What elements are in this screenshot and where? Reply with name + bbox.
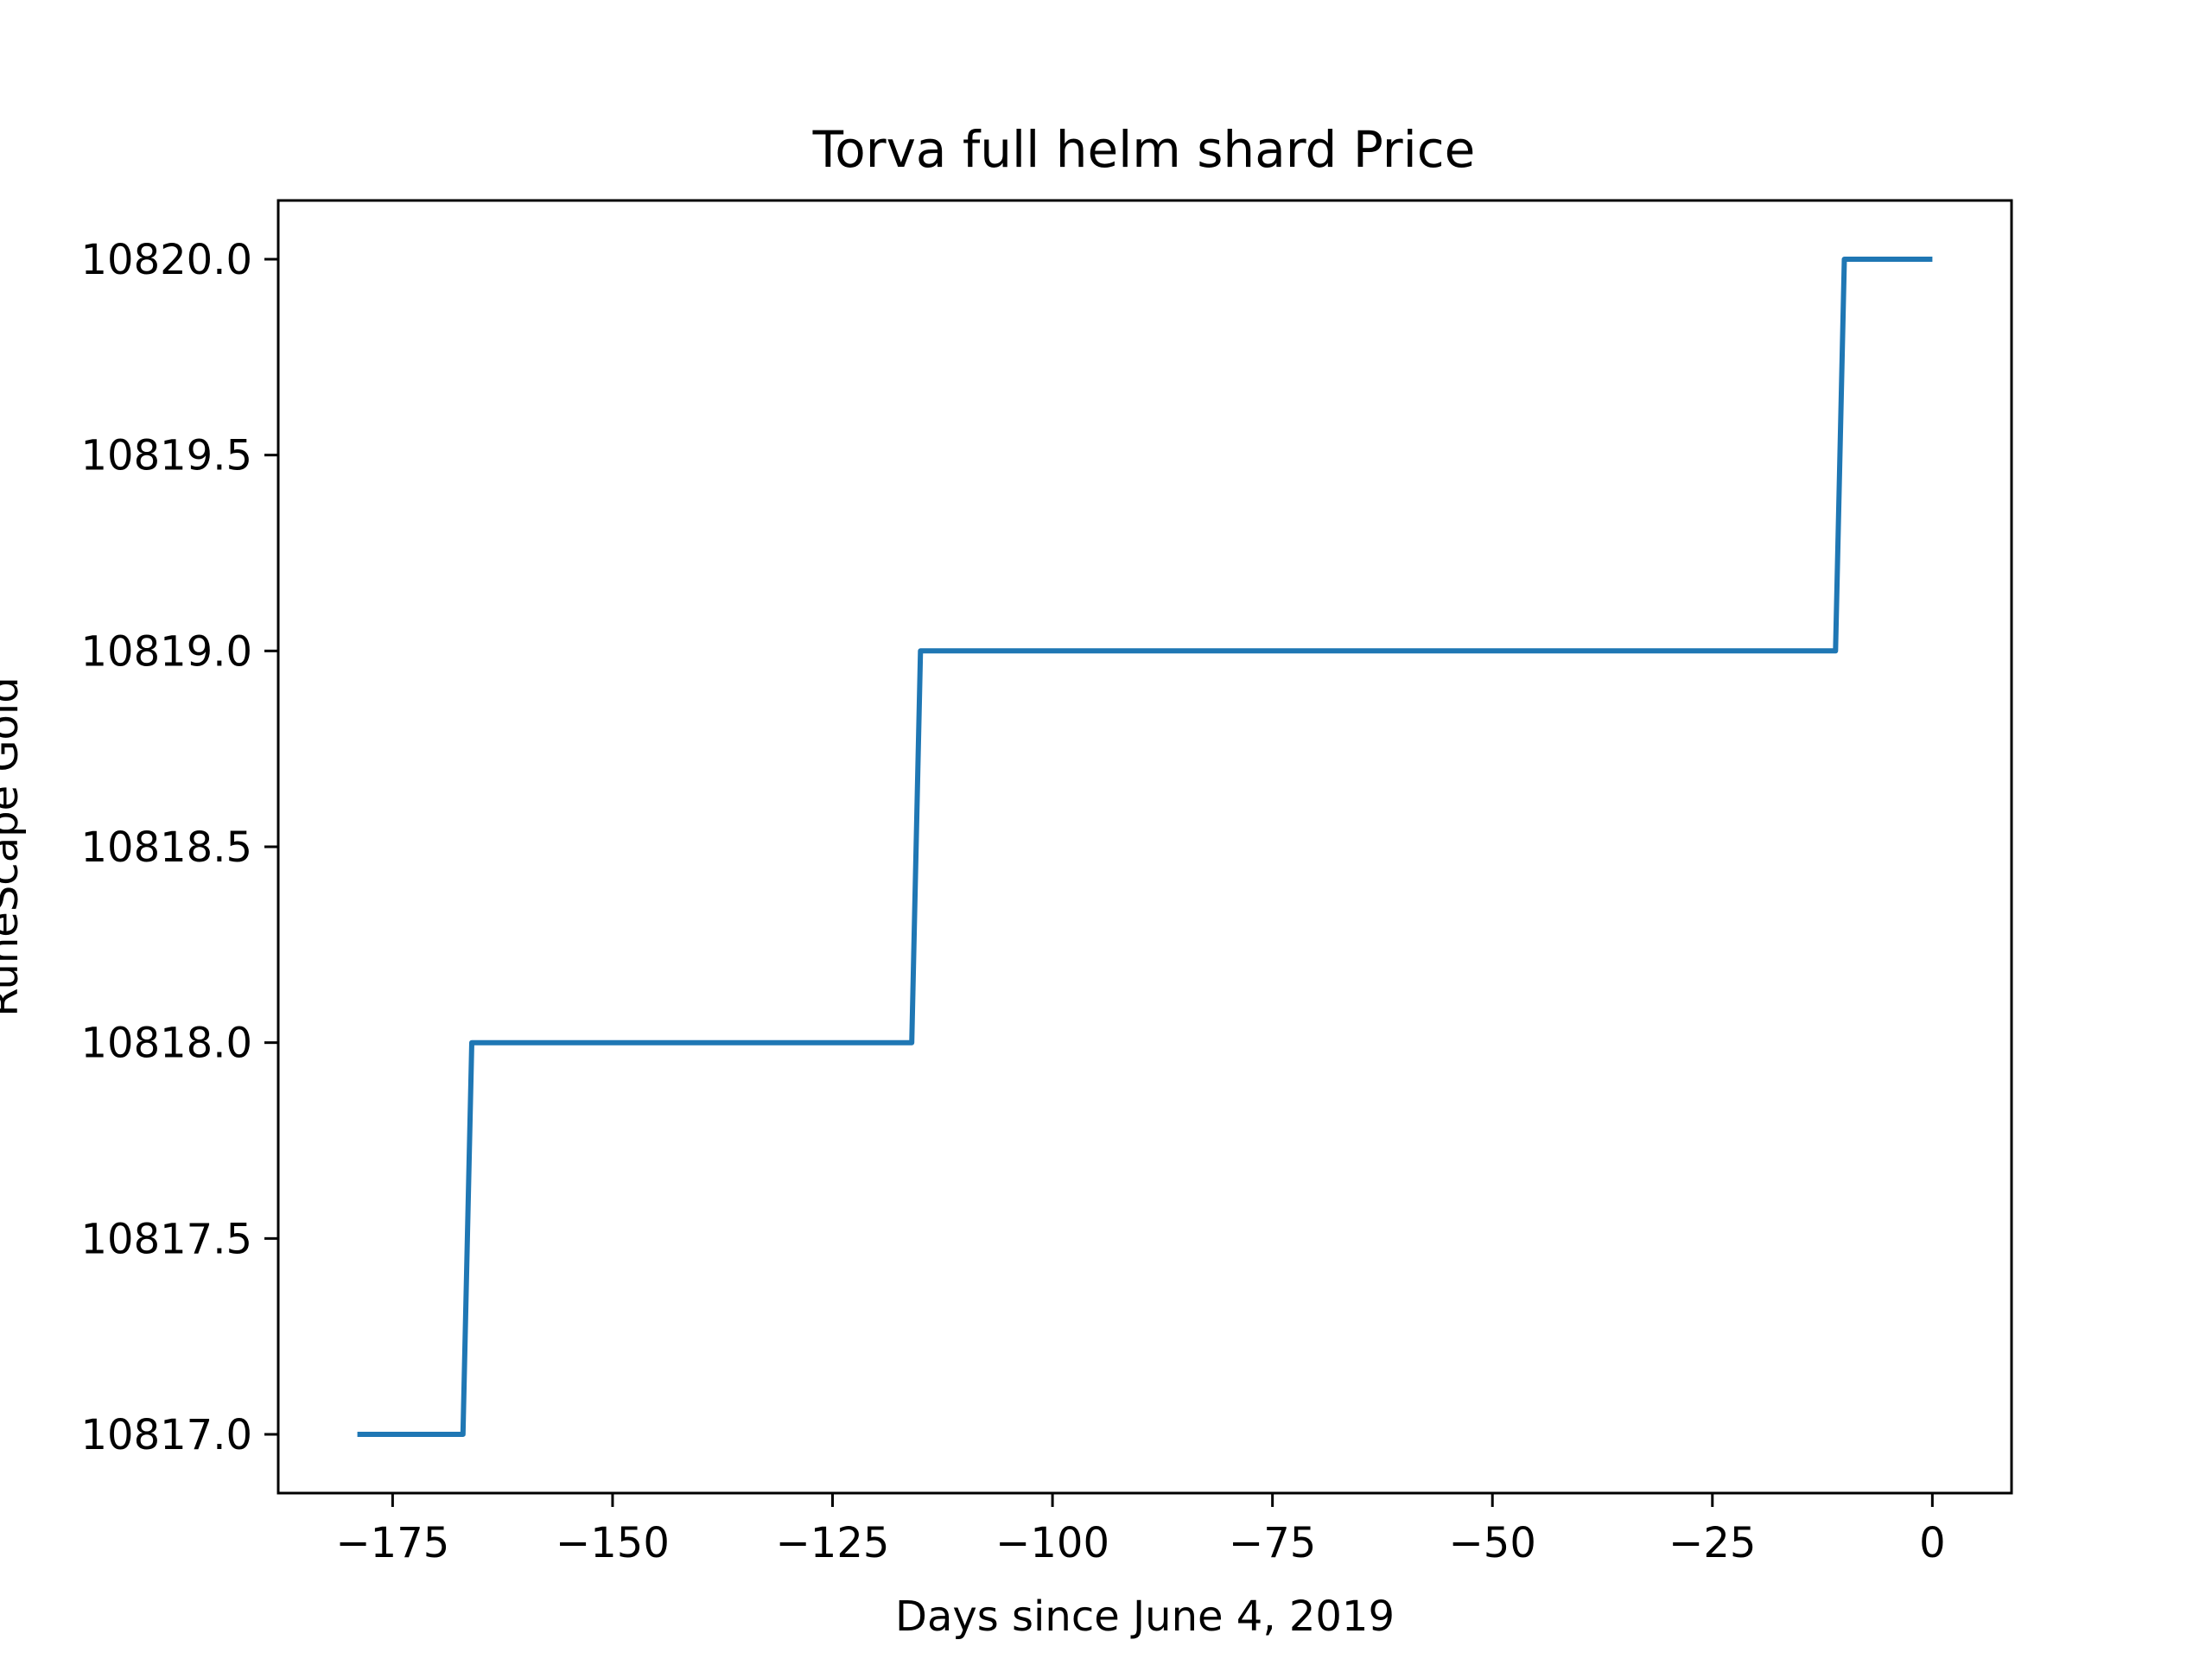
y-axis: 10817.0 10817.5 10818.0 10818.5 10819.0 10819… — [81, 236, 278, 1459]
x-tick-label: −25 — [1669, 1519, 1756, 1567]
x-tick-label: 0 — [1919, 1519, 1946, 1567]
y-tick-label: 10817.5 — [81, 1215, 253, 1263]
y-tick-label: 10818.0 — [81, 1020, 253, 1068]
y-tick-label: 10820.0 — [81, 236, 253, 284]
series-layer — [357, 257, 1933, 1437]
y-tick-label: 10818.5 — [81, 823, 253, 872]
chart-title: Torva full helm shard Price — [812, 120, 1476, 179]
x-tick-label: −100 — [995, 1519, 1109, 1567]
x-axis: −175 −150 −125 −100 −75 −50 −25 0 — [335, 1493, 1946, 1567]
x-tick-label: −150 — [556, 1519, 670, 1567]
x-tick-label: −50 — [1449, 1519, 1536, 1567]
y-axis-label: RuneScape Gold — [0, 677, 28, 1016]
y-tick-label: 10819.5 — [81, 432, 253, 480]
x-axis-label: Days since June 4, 2019 — [895, 1592, 1395, 1641]
x-tick-label: −125 — [776, 1519, 890, 1567]
x-tick-label: −175 — [335, 1519, 449, 1567]
y-tick-label: 10819.0 — [81, 627, 253, 676]
x-tick-label: −75 — [1229, 1519, 1316, 1567]
price-series-line — [357, 257, 1933, 1437]
y-tick-label: 10817.0 — [81, 1411, 253, 1459]
